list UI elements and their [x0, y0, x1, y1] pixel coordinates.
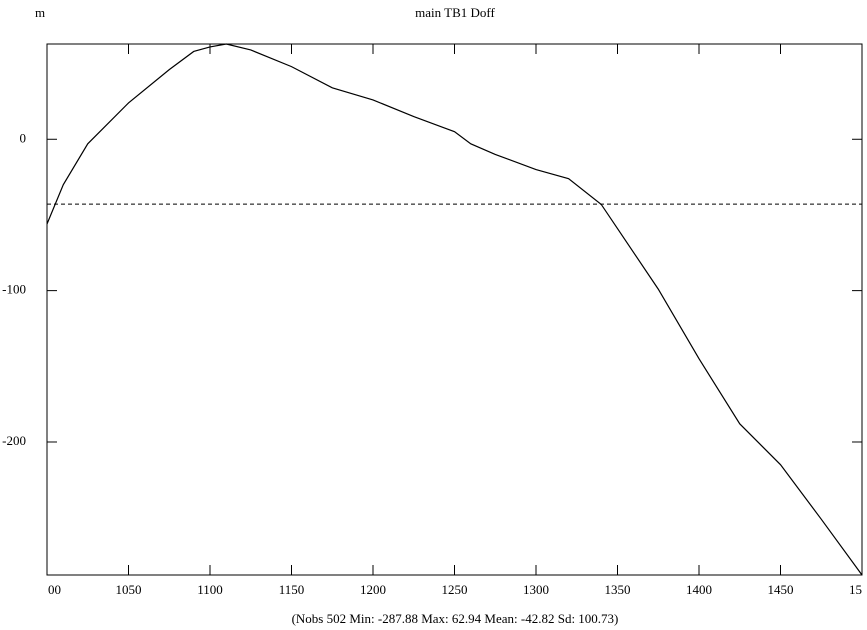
y-tick-label: 0 [20, 130, 27, 145]
x-tick-label: 1350 [605, 582, 631, 597]
y-tick-label: -200 [2, 433, 26, 448]
x-tick-label: 00 [48, 582, 61, 597]
chart-title: main TB1 Doff [415, 5, 495, 20]
x-tick-label: 1200 [360, 582, 386, 597]
unit-label: m [35, 5, 45, 20]
x-tick-label: 1450 [768, 582, 794, 597]
x-tick-label: 15 [849, 582, 862, 597]
x-tick-label: 1100 [197, 582, 223, 597]
x-tick-label: 1150 [279, 582, 305, 597]
data-line [46, 43, 863, 576]
x-tick-label: 1250 [442, 582, 468, 597]
x-tick-label: 1050 [116, 582, 142, 597]
x-tick-label: 1300 [523, 582, 549, 597]
x-tick-label: 1400 [686, 582, 712, 597]
footer-stats: (Nobs 502 Min: -287.88 Max: 62.94 Mean: … [292, 611, 619, 626]
y-tick-label: -100 [2, 282, 26, 297]
plot-frame [46, 43, 863, 576]
